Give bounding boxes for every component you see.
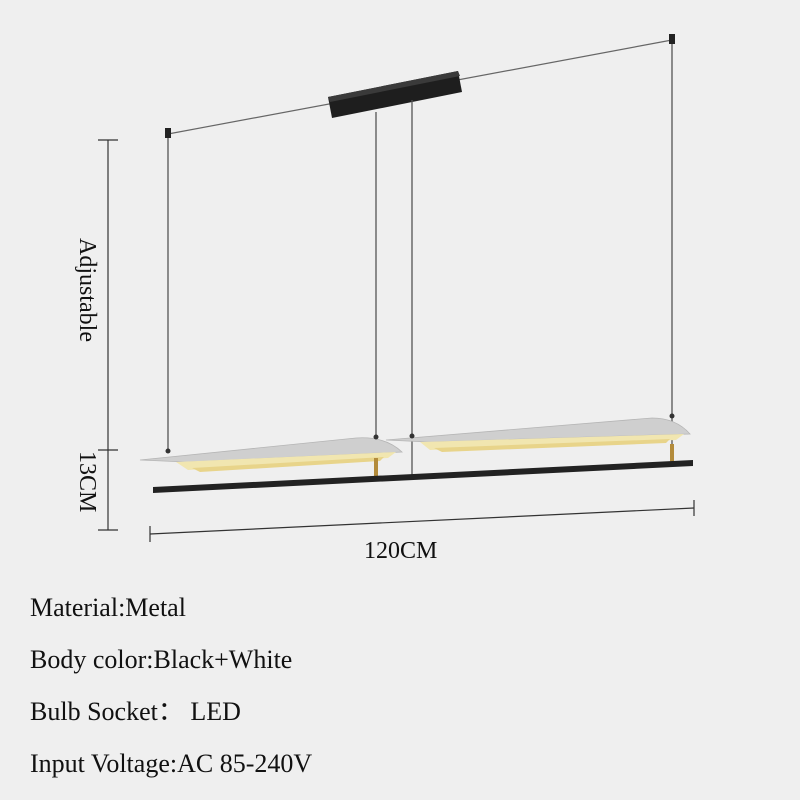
spec-bulb-socket: Bulb Socket： LED <box>30 686 312 738</box>
spec-label: Bulb Socket： <box>30 697 184 726</box>
spec-list: Material:Metal Body color:Black+White Bu… <box>30 582 312 790</box>
spec-material: Material:Metal <box>30 582 312 634</box>
connector-left <box>374 458 378 478</box>
spec-label: Body color: <box>30 645 154 674</box>
spec-input-voltage: Input Voltage:AC 85-240V <box>30 738 312 790</box>
spec-value: Black+White <box>153 645 293 674</box>
light-bar <box>153 460 693 493</box>
shade-height-label: 13CM <box>74 451 100 512</box>
ceiling-anchor-left <box>165 128 171 138</box>
hanging-cables <box>167 44 673 478</box>
connector-right <box>670 444 674 462</box>
dimension-lines <box>98 139 695 542</box>
spec-label: Input Voltage: <box>30 749 178 778</box>
spec-label: Material: <box>30 593 126 622</box>
ceiling-anchor-right <box>669 34 675 44</box>
spec-value: LED <box>183 697 241 726</box>
left-shade <box>139 434 403 472</box>
canopy <box>328 71 462 118</box>
height-label: Adjustable <box>74 238 100 342</box>
length-label: 120CM <box>364 538 437 564</box>
right-shade <box>385 413 691 452</box>
spec-body-color: Body color:Black+White <box>30 634 312 686</box>
spec-value: Metal <box>125 593 186 622</box>
spec-value: AC 85-240V <box>177 749 313 778</box>
